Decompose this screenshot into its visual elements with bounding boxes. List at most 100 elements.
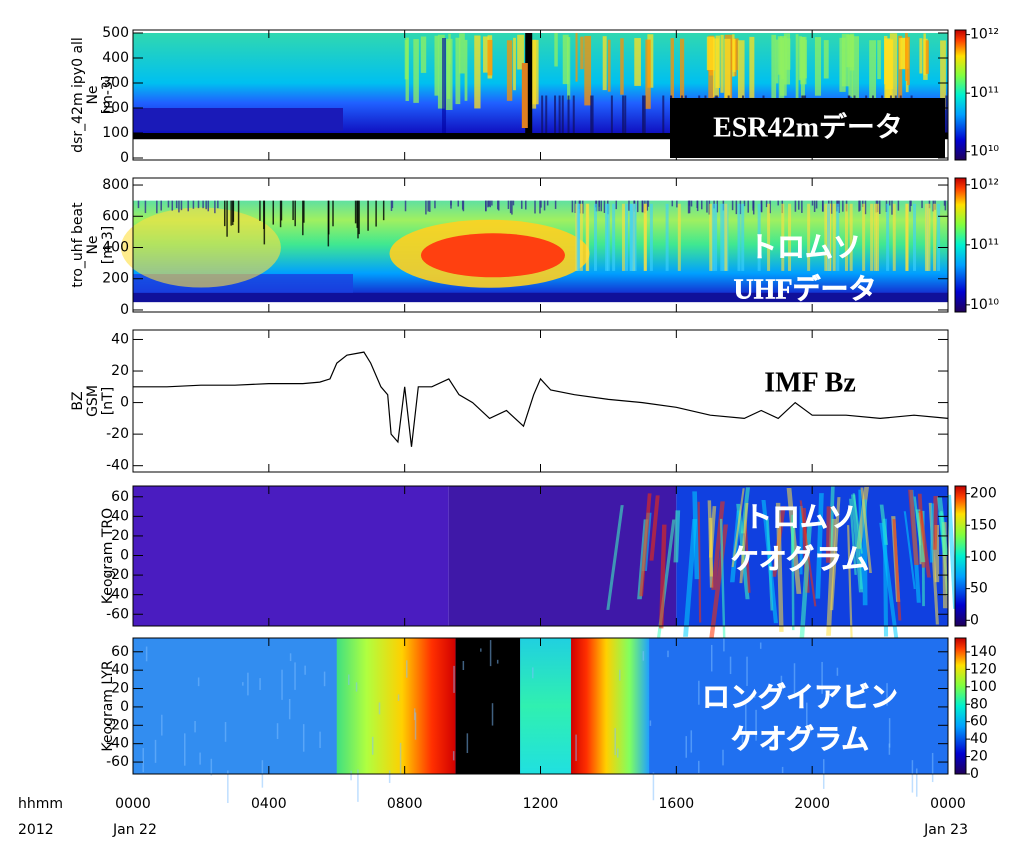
spectrogram-texture	[870, 204, 873, 271]
spectrogram-texture	[937, 204, 940, 271]
spectrogram-texture	[916, 768, 918, 796]
spectrogram-texture	[350, 771, 352, 781]
spectrogram-texture	[508, 201, 510, 209]
spectrogram-texture	[511, 201, 513, 215]
spectrogram-texture	[622, 96, 624, 134]
spectrogram-texture	[698, 761, 700, 773]
colorbar-tick-label: 10¹⁰	[970, 144, 999, 160]
y-tick-label: -40	[106, 458, 129, 474]
spectrogram-texture	[498, 201, 500, 211]
spectrogram-texture	[604, 201, 606, 213]
spectrogram-texture	[554, 33, 557, 66]
spectrogram-texture	[619, 670, 621, 681]
spectrogram-texture	[448, 34, 451, 64]
spectrogram-texture	[337, 638, 456, 774]
spectrogram-texture	[507, 40, 512, 101]
spectrogram-texture	[434, 201, 436, 209]
spectrogram-texture	[198, 201, 200, 209]
spectrogram-texture	[709, 518, 713, 577]
spectrogram-texture	[199, 753, 201, 765]
spectrogram-texture	[355, 201, 357, 224]
spectrogram-texture	[798, 201, 800, 210]
colorbar	[955, 178, 966, 312]
spectrogram-texture	[513, 38, 516, 90]
spectrogram-texture	[187, 201, 189, 212]
spectrogram-texture	[691, 730, 693, 752]
spectrogram-texture	[294, 662, 296, 689]
y-tick-label: 500	[102, 25, 129, 41]
spectrogram-texture	[184, 733, 186, 765]
colorbar-tick-label: 10¹¹	[970, 85, 999, 101]
spectrogram-texture	[605, 204, 608, 271]
spectrogram-texture	[202, 201, 204, 209]
spectrogram-texture	[281, 670, 283, 700]
spectrogram-texture	[678, 204, 681, 271]
y-tick-label: 0	[120, 699, 129, 715]
x-tick-label: 2000	[794, 796, 830, 812]
spectrogram-texture	[634, 38, 641, 86]
spectrogram-texture	[290, 653, 292, 661]
line-series	[133, 352, 948, 447]
colorbar-tick-label: 100	[970, 679, 997, 695]
spectrogram-texture	[632, 204, 635, 271]
spectrogram-texture	[294, 201, 296, 227]
colorbar-tick-label: 40	[970, 731, 988, 747]
spectrogram-texture	[709, 204, 712, 271]
spectrogram-texture	[801, 201, 803, 213]
spectrogram-texture	[906, 204, 909, 271]
annotation: UHFデータ	[733, 272, 876, 305]
spectrogram-texture	[427, 201, 429, 212]
colorbar	[955, 30, 966, 160]
x-tick-label: 1600	[659, 796, 695, 812]
spectrogram-texture	[706, 201, 708, 213]
spectrogram-texture	[800, 37, 806, 84]
spectrogram-texture	[563, 35, 569, 84]
annotation: IMF Bz	[764, 367, 856, 398]
spectrogram-texture	[413, 39, 419, 103]
spectrogram-texture	[230, 201, 232, 226]
spectrogram-texture	[680, 39, 684, 103]
y-tick-label: 20	[111, 363, 129, 379]
spectrogram-texture	[379, 702, 381, 714]
spectrogram-texture	[624, 96, 626, 134]
spectrogram-texture	[824, 40, 829, 78]
annotation: ケオグラム	[731, 723, 870, 755]
y-axis-label: [m-3]	[100, 226, 116, 265]
spectrogram-texture	[532, 667, 534, 678]
spectrogram-texture	[303, 201, 305, 223]
spectrogram-texture	[889, 201, 891, 206]
spectrogram-texture	[259, 678, 261, 690]
y-axis-label: GSM	[85, 385, 101, 417]
spectrogram-texture	[584, 36, 591, 105]
spectrogram-texture	[573, 96, 575, 134]
spectrogram-texture	[160, 201, 162, 211]
spectrogram-texture	[485, 201, 487, 212]
spectrogram-texture	[666, 204, 669, 271]
spectrogram-texture	[724, 204, 727, 271]
spectrogram-texture	[612, 204, 615, 271]
colorbar-tick-label: 0	[970, 612, 979, 628]
spectrogram-texture	[453, 751, 455, 760]
x-row-label: 2012	[18, 822, 54, 838]
spectrogram-texture	[933, 204, 936, 271]
spectrogram-texture	[138, 201, 140, 208]
spectrogram-texture	[332, 201, 334, 227]
spectrogram-texture	[224, 201, 226, 226]
spectrogram-texture	[259, 201, 261, 221]
y-tick-label: 0	[120, 395, 129, 411]
y-axis-label: Keogram TRO	[100, 508, 116, 604]
spectrogram-texture	[622, 204, 625, 271]
spectrogram-texture	[463, 661, 465, 670]
spectrogram-texture	[580, 37, 583, 69]
x-tick-label: 0800	[387, 796, 423, 812]
spectrogram-texture	[592, 96, 594, 134]
spectrogram-texture	[662, 96, 664, 134]
x-row-label: hhmm	[18, 796, 63, 812]
spectrogram-texture	[913, 204, 916, 271]
spectrogram-texture	[474, 35, 480, 108]
spectrogram-texture	[372, 737, 374, 755]
spectrogram-texture	[324, 672, 326, 687]
colorbar	[955, 486, 966, 626]
spectrogram-texture	[653, 772, 655, 800]
spectrogram-texture	[198, 678, 200, 687]
